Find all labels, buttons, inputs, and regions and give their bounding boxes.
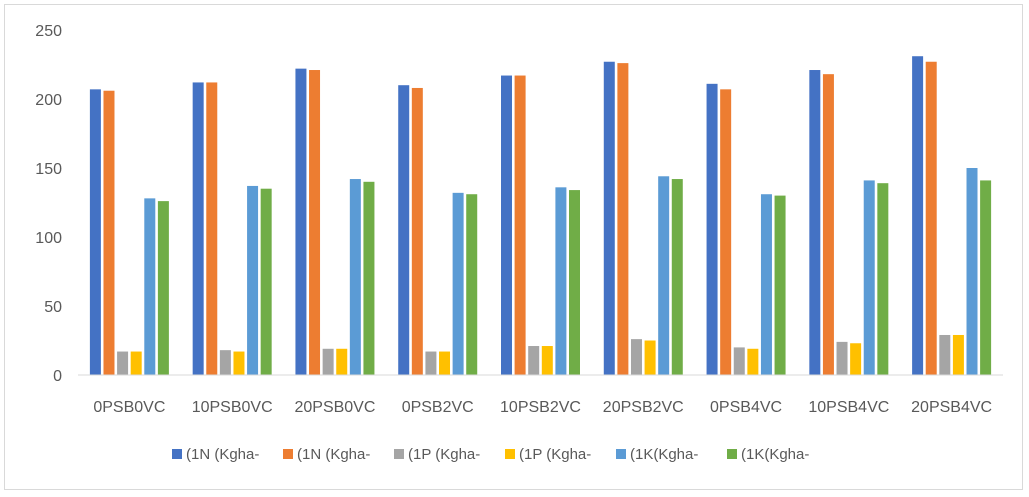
bar (912, 56, 924, 375)
bar (644, 340, 656, 375)
bar (863, 180, 875, 375)
bar (439, 351, 451, 375)
legend-swatch (394, 449, 404, 459)
bar (925, 61, 937, 376)
legend-swatch (727, 449, 737, 459)
bar (117, 351, 129, 375)
legend: (1N (Kgha- (1N (Kgha- (1P (Kgha- (1P (Kgha-… (172, 446, 809, 463)
legend-swatch (283, 449, 293, 459)
bar (336, 348, 348, 375)
bar (952, 334, 964, 375)
y-tick-label: 50 (44, 299, 62, 316)
legend-swatch (616, 449, 626, 459)
x-tick-label: 10PSB2VC (500, 399, 581, 416)
bar (157, 201, 169, 375)
bar (809, 70, 821, 376)
bar (89, 89, 101, 375)
bar (671, 179, 683, 375)
bar (514, 75, 526, 375)
bar (103, 90, 115, 375)
bar (733, 347, 745, 375)
legend-label: (1N (Kgha- (186, 446, 259, 463)
legend-swatch (505, 449, 515, 459)
x-tick-label: 20PSB0VC (294, 399, 375, 416)
bar (452, 192, 464, 375)
x-tick-label: 10PSB4VC (808, 399, 889, 416)
x-tick-label: 0PSB4VC (710, 399, 782, 416)
bar (603, 61, 615, 376)
x-tick-label: 20PSB4VC (911, 399, 992, 416)
bar (398, 85, 410, 375)
bar (501, 75, 512, 375)
bar (233, 351, 245, 375)
bar (192, 82, 204, 375)
legend-swatch (172, 449, 182, 459)
bar (720, 89, 732, 375)
y-tick-label: 200 (35, 92, 62, 109)
y-tick-label: 250 (35, 23, 62, 40)
bar (658, 176, 670, 375)
y-tick-label: 150 (35, 161, 62, 178)
bar (939, 334, 951, 375)
bar (877, 183, 889, 375)
bar (425, 351, 437, 375)
bar (247, 185, 259, 375)
y-tick-label: 100 (35, 230, 62, 247)
bar (260, 188, 272, 375)
bar (850, 343, 862, 375)
bar (144, 198, 156, 375)
bar (363, 181, 375, 375)
bar (774, 195, 786, 375)
x-tick-label: 0PSB0VC (93, 399, 165, 416)
y-axis-ticks: 0 50 100 150 200 250 (35, 23, 62, 385)
bar (528, 346, 540, 375)
bar (295, 68, 307, 375)
bar (630, 339, 642, 375)
bar (466, 194, 478, 375)
legend-label: (1P (Kgha- (408, 446, 480, 463)
bar (760, 194, 772, 375)
legend-label: (1K(Kgha- (630, 446, 698, 463)
bar (411, 87, 423, 376)
bar (541, 346, 553, 375)
bars (89, 56, 992, 376)
bar (747, 348, 759, 375)
bar (822, 74, 834, 375)
bar (966, 168, 978, 375)
x-axis-labels: 0PSB0VC 10PSB0VC 20PSB0VC 0PSB2VC 10PSB2VC 20… (93, 399, 992, 416)
bar (349, 179, 361, 375)
legend-label: (1K(Kgha- (741, 446, 809, 463)
bar (836, 341, 848, 375)
bar (706, 83, 718, 375)
bar (309, 70, 321, 376)
bar (555, 187, 567, 375)
x-tick-label: 20PSB2VC (603, 399, 684, 416)
bar (219, 350, 231, 375)
x-tick-label: 0PSB2VC (402, 399, 474, 416)
bar (617, 63, 629, 376)
legend-label: (1P (Kgha- (519, 446, 591, 463)
x-tick-label: 10PSB0VC (192, 399, 273, 416)
bar (569, 190, 580, 375)
bar (130, 351, 142, 375)
legend-label: (1N (Kgha- (297, 446, 370, 463)
chart-area (4, 4, 1023, 490)
y-tick-label: 0 (53, 368, 62, 385)
bar (980, 180, 992, 375)
bar (206, 82, 218, 375)
bar (322, 348, 334, 375)
